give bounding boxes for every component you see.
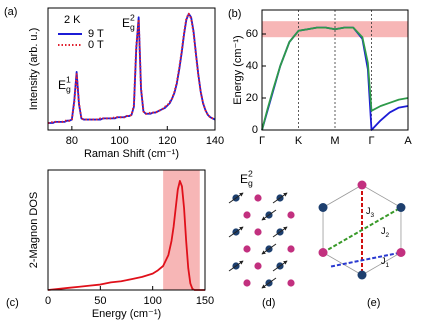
atom <box>318 203 328 212</box>
atom <box>396 203 406 212</box>
spin-arrow <box>261 209 277 221</box>
spin-arrow <box>272 260 288 272</box>
spin-arrow <box>228 226 244 238</box>
y-tick-label: 60 <box>246 28 258 40</box>
symbol-label: J2 <box>381 226 390 238</box>
y-tick-label: 40 <box>246 60 258 72</box>
x-tick-label: 100 <box>143 295 161 307</box>
atom <box>318 248 328 257</box>
x-tick-label: 100 <box>110 135 128 147</box>
panel-label: (d) <box>262 297 275 309</box>
x-tick-label: 150 <box>196 295 214 307</box>
symbol-sup: 2 <box>248 169 253 179</box>
series-line <box>48 12 216 125</box>
atom <box>396 248 406 257</box>
atom <box>254 262 262 270</box>
symbol-sub: g <box>248 178 253 188</box>
symbol-label: E1 g <box>58 75 71 95</box>
symbol-sup: 2 <box>130 13 135 23</box>
panel-label: (b) <box>228 8 241 20</box>
symbol-base: J <box>381 256 386 266</box>
plot-frame <box>261 9 409 131</box>
atom <box>243 245 251 253</box>
x-tick-label: A <box>404 135 412 147</box>
symbol-base: E <box>240 172 248 186</box>
series-line <box>261 26 409 131</box>
plot-frame <box>47 169 206 291</box>
x-tick-label: 0 <box>45 295 51 307</box>
panel-label: (e) <box>367 297 380 309</box>
atom <box>287 211 295 219</box>
y-tick-label: 20 <box>246 92 258 104</box>
atom <box>357 270 367 280</box>
spin-arrow <box>228 192 244 204</box>
symbol-label: E2 g <box>122 13 135 33</box>
x-tick-label: 50 <box>94 295 106 307</box>
symbol-base: J <box>381 226 386 236</box>
y-axis-label: 2-Magnon DOS <box>28 192 40 268</box>
x-tick-label: Γ <box>368 135 374 147</box>
symbol-sub: 1 <box>386 262 390 269</box>
spin-arrow <box>228 260 244 272</box>
panel-label: (a) <box>4 6 17 18</box>
x-tick-label: 140 <box>206 135 224 147</box>
symbol-sub: g <box>130 22 135 32</box>
bond-j1 <box>330 251 402 268</box>
atom <box>254 194 262 202</box>
symbol-label: J1 <box>381 256 390 268</box>
x-tick-label: Γ <box>259 135 265 147</box>
x-axis-label: Energy (cm⁻¹) <box>92 308 161 320</box>
symbol-label: E2 g <box>240 169 253 189</box>
legend-label: 0 T <box>88 39 104 51</box>
spin-arrow <box>272 226 288 238</box>
panel-label: (c) <box>6 297 19 309</box>
y-axis-label: Intensity (arb. u.) <box>28 28 40 111</box>
symbol-sup: 1 <box>66 75 71 85</box>
symbol-label: J3 <box>366 206 375 218</box>
series-line <box>48 12 216 124</box>
bond-j2 <box>322 206 402 254</box>
spin-arrow <box>272 192 288 204</box>
x-axis-label: Raman Shift (cm⁻¹) <box>84 148 179 160</box>
atom <box>287 245 295 253</box>
legend-label: 9 T <box>88 28 104 40</box>
atom <box>243 279 251 287</box>
symbol-sub: 3 <box>371 212 375 219</box>
symbol-base: J <box>366 206 371 216</box>
series-line <box>47 180 205 291</box>
x-tick-label: 80 <box>66 135 78 147</box>
x-tick-label: M <box>330 135 339 147</box>
y-axis-label: Energy (cm⁻¹) <box>232 35 244 104</box>
atom <box>357 180 367 190</box>
symbol-base: E <box>122 16 130 30</box>
atom <box>287 279 295 287</box>
atom <box>243 211 251 219</box>
plot-frame <box>47 7 216 131</box>
symbol-sub: g <box>66 84 71 94</box>
symbol-base: E <box>58 78 66 92</box>
x-tick-label: 120 <box>158 135 176 147</box>
symbol-sub: 2 <box>386 232 390 239</box>
x-tick-label: K <box>295 135 303 147</box>
atom <box>254 228 262 236</box>
legend-title: 2 K <box>64 14 81 26</box>
spin-arrow <box>261 277 277 289</box>
y-tick-label: 0 <box>252 124 258 136</box>
spin-arrow <box>261 243 277 255</box>
